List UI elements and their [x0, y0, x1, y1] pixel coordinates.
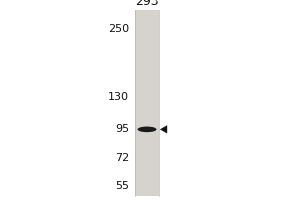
Text: 95: 95 [115, 124, 129, 134]
Text: 55: 55 [115, 181, 129, 191]
Text: 72: 72 [115, 153, 129, 163]
Text: 130: 130 [108, 92, 129, 102]
Text: 250: 250 [108, 24, 129, 34]
Text: 293: 293 [135, 0, 159, 8]
Ellipse shape [137, 127, 157, 132]
Bar [135, 10, 159, 196]
Polygon shape [160, 126, 167, 133]
